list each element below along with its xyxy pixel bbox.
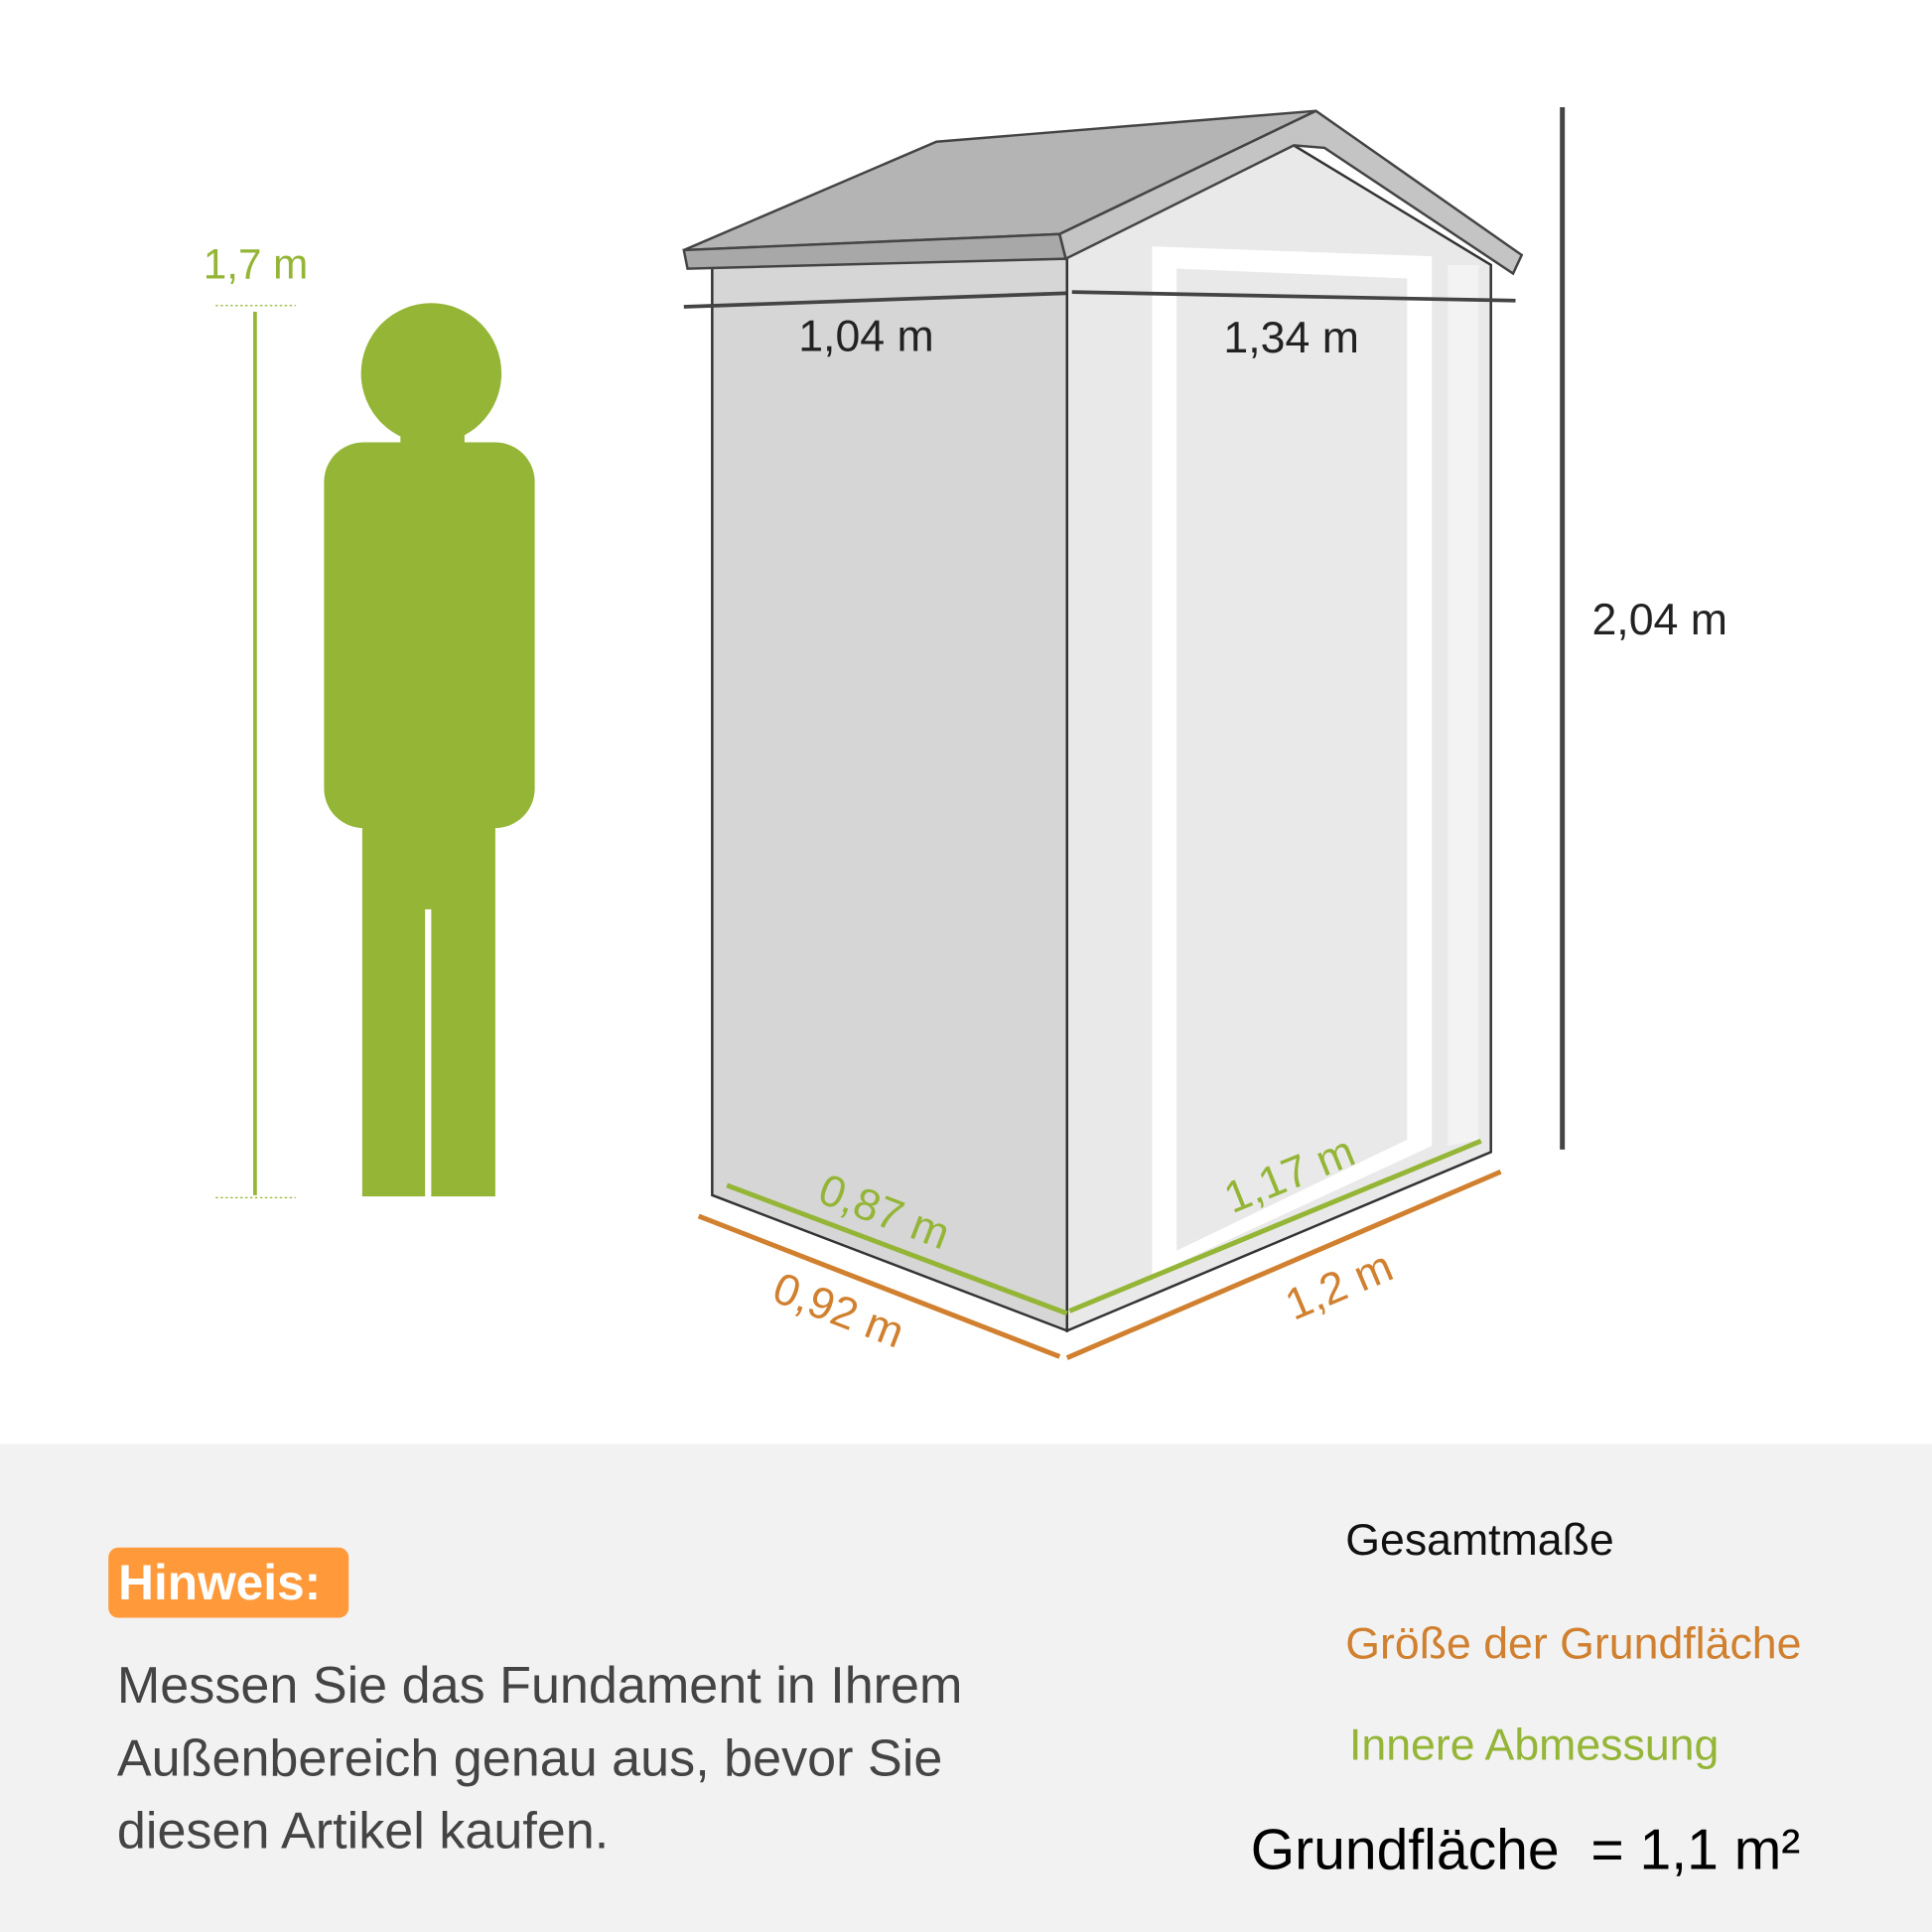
legend-overall: Gesamtmaße (1345, 1516, 1614, 1565)
note-line-2: Außenbereich genau aus, bevor Sie (117, 1729, 942, 1787)
legend-area: Grundfläche = 1,1 m² (1251, 1819, 1801, 1882)
person-height-label: 1,7 m (204, 240, 309, 287)
top-width-label: 1,34 m (1223, 314, 1359, 362)
height-label: 2,04 m (1591, 596, 1727, 644)
note-line-3: diesen Artikel kaufen. (117, 1803, 609, 1861)
shed-illustration (682, 109, 1524, 1333)
person-silhouette (324, 303, 535, 1197)
note-panel (0, 1444, 1932, 1932)
note-line-1: Messen Sie das Fundament in Ihrem (117, 1657, 963, 1715)
legend-base: Größe der Grundfläche (1345, 1619, 1801, 1668)
top-depth-label: 1,04 m (798, 313, 934, 361)
note-badge-text: Hinweis: (118, 1555, 321, 1610)
note-badge (108, 1547, 349, 1618)
legend-inner: Innere Abmessung (1349, 1721, 1719, 1769)
